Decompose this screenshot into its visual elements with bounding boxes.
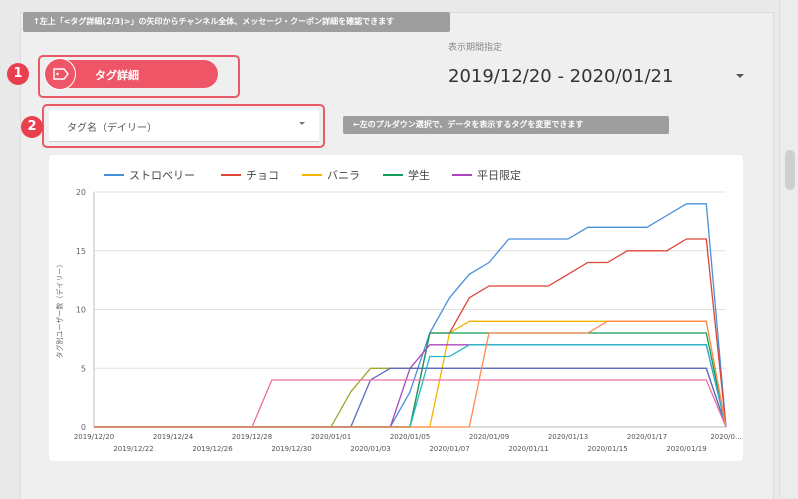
legend-label: 学生	[408, 168, 430, 182]
chevron-down-icon	[299, 122, 305, 125]
series-line	[94, 320, 727, 428]
x-tick-label: 2020/01/01	[311, 433, 351, 441]
series-line	[94, 367, 727, 428]
callout-box-1	[38, 55, 240, 98]
y-tick-label: 15	[76, 247, 86, 256]
scrollbar-thumb[interactable]	[785, 150, 795, 190]
legend-label: バニラ	[327, 169, 360, 182]
legend-label: ストロベリー	[129, 169, 195, 182]
side-note: ←左のプルダウン選択で、データを表示するタグを変更できます	[343, 116, 669, 134]
callout-box-2	[42, 104, 325, 148]
line-chart: 0 5 10 15 20 タグ別ユーザー数（デイリー） 2019/12/20 2019/12/…	[55, 168, 742, 453]
y-tick-label: 5	[81, 364, 86, 373]
tag-detail-label: タグ詳細	[95, 69, 139, 82]
tag-icon	[53, 68, 69, 80]
series-line	[94, 344, 727, 428]
banner-note: ↑左上「<タグ詳細(2/3)>」の矢印からチャンネル全体、メッセージ・クーポン詳…	[23, 12, 450, 32]
series-line	[94, 379, 727, 428]
x-tick-label: 2020/01/03	[350, 445, 390, 453]
series-line	[94, 344, 727, 428]
legend-label: チョコ	[246, 169, 279, 182]
x-tick-label: 2019/12/22	[113, 445, 153, 453]
period-dropdown-icon[interactable]	[736, 74, 744, 78]
x-tick-label: 2019/12/20	[74, 433, 114, 441]
x-tick-label: 2019/12/26	[192, 445, 233, 453]
x-tick-label: 2020/01/15	[587, 445, 627, 453]
y-tick-label: 20	[76, 188, 86, 197]
y-tick-label: 0	[81, 423, 86, 432]
series-line	[94, 320, 727, 428]
x-tick-label: 2019/12/30	[271, 445, 311, 453]
x-tick-label: 2019/12/28	[232, 433, 272, 441]
chart-card: 0 5 10 15 20 タグ別ユーザー数（デイリー） 2019/12/20 2019/12/…	[49, 155, 743, 461]
scrollbar[interactable]	[779, 0, 798, 498]
marker-2: 2	[21, 116, 43, 138]
tag-icon-circle	[44, 58, 76, 90]
y-tick-label: 10	[76, 306, 86, 315]
x-tick-label: 2020/0...	[710, 433, 741, 441]
series-line	[94, 367, 727, 428]
x-tick-label: 2020/01/13	[548, 433, 588, 441]
series-line	[94, 203, 727, 428]
x-tick-label: 2020/01/07	[429, 445, 469, 453]
marker-1: 1	[7, 63, 29, 85]
y-axis-label: タグ別ユーザー数（デイリー）	[55, 261, 64, 359]
tag-name-select[interactable]: タグ名（デイリー）	[49, 110, 319, 142]
tag-name-select-label: タグ名（デイリー）	[67, 123, 157, 134]
legend-label: 平日限定	[477, 168, 521, 182]
x-tick-label: 2020/01/17	[627, 433, 667, 441]
x-tick-label: 2020/01/11	[508, 445, 548, 453]
x-tick-label: 2020/01/05	[390, 433, 430, 441]
x-tick-label: 2019/12/24	[153, 433, 194, 441]
period-selector[interactable]: 2019/12/20 - 2020/01/21	[448, 66, 674, 87]
period-label: 表示期間指定	[448, 43, 503, 53]
x-tick-label: 2020/01/19	[666, 445, 706, 453]
x-tick-label: 2020/01/09	[469, 433, 509, 441]
